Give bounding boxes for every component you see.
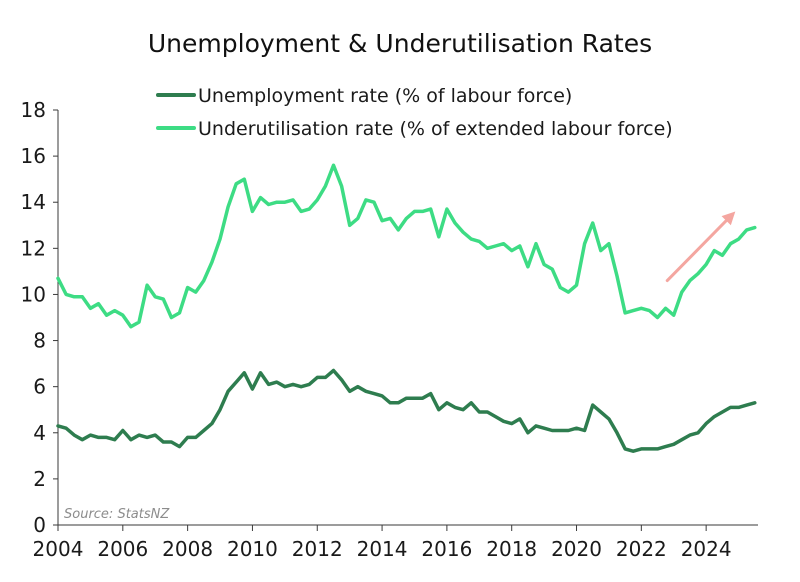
x-tick-label: 2022 [616, 537, 667, 561]
source-note: Source: StatsNZ [64, 507, 170, 522]
y-tick-label: 4 [33, 421, 46, 445]
y-tick-label: 10 [21, 282, 46, 306]
y-tick-label: 16 [21, 144, 46, 168]
x-tick-label: 2012 [292, 537, 343, 561]
x-tick-label: 2018 [486, 537, 537, 561]
legend: Unemployment rate (% of labour force) Un… [156, 85, 673, 140]
y-tick-label: 6 [33, 375, 46, 399]
x-axis: 2004 2006 2008 2010 2012 2014 2016 2018 2020 2022… [33, 524, 758, 561]
unemployment-rate-line [56, 368, 757, 453]
y-tick-label: 18 [21, 98, 46, 122]
trend-arrow-shaft [665, 219, 728, 283]
y-tick-label: 12 [21, 236, 46, 260]
x-tick-label: 2008 [162, 537, 213, 561]
trend-arrow-head [721, 211, 736, 226]
annotations [665, 211, 736, 283]
y-tick-label: 0 [33, 513, 46, 537]
x-tick-label: 2006 [97, 537, 148, 561]
y-tick-label: 14 [21, 190, 46, 214]
y-tick-label: 2 [33, 467, 46, 491]
x-tick-label: 2024 [681, 537, 732, 561]
underutilisation-rate-line [56, 163, 757, 329]
x-tick-label: 2004 [33, 537, 84, 561]
x-tick-label: 2014 [357, 537, 408, 561]
legend-label-underutilisation: Underutilisation rate (% of extended lab… [198, 118, 673, 140]
x-tick-label: 2016 [421, 537, 472, 561]
x-tick-label: 2010 [227, 537, 278, 561]
chart-title: Unemployment & Underutilisation Rates [148, 29, 652, 58]
y-axis: 0 2 4 6 8 10 12 14 16 18 [21, 98, 59, 537]
y-tick-label: 8 [33, 329, 46, 353]
plot-area [56, 163, 757, 453]
x-tick-label: 2020 [551, 537, 602, 561]
legend-label-unemployment: Unemployment rate (% of labour force) [198, 85, 572, 107]
